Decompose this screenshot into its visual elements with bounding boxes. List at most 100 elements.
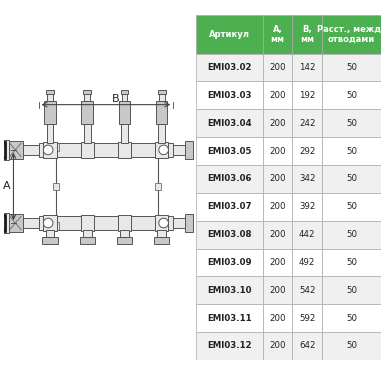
Bar xyxy=(322,109,381,137)
Text: EMI03.12: EMI03.12 xyxy=(207,341,252,351)
Bar xyxy=(196,54,263,82)
Bar xyxy=(322,165,381,193)
Bar xyxy=(47,93,53,101)
Circle shape xyxy=(43,218,53,228)
Bar xyxy=(155,215,169,231)
Bar xyxy=(196,332,263,360)
Bar xyxy=(156,101,167,124)
Text: EMI03.03: EMI03.03 xyxy=(208,91,252,100)
Text: 192: 192 xyxy=(299,91,315,100)
Text: 592: 592 xyxy=(299,313,315,323)
Bar xyxy=(196,165,263,193)
Bar xyxy=(196,304,263,332)
Bar xyxy=(293,54,322,82)
Bar xyxy=(23,218,38,228)
Bar xyxy=(322,137,381,165)
Bar xyxy=(155,143,161,151)
Bar xyxy=(322,15,381,54)
Bar xyxy=(322,82,381,109)
Text: EMI03.06: EMI03.06 xyxy=(208,174,252,183)
Text: 200: 200 xyxy=(270,313,286,323)
Bar xyxy=(84,93,90,101)
Bar xyxy=(293,304,322,332)
Bar xyxy=(38,216,173,230)
Bar xyxy=(293,109,322,137)
Text: 142: 142 xyxy=(299,63,315,72)
Bar xyxy=(196,221,263,249)
Bar xyxy=(155,142,169,158)
Text: EMI03.02: EMI03.02 xyxy=(208,63,252,72)
Text: 292: 292 xyxy=(299,147,315,155)
Text: 200: 200 xyxy=(270,91,286,100)
Bar xyxy=(322,276,381,304)
Bar xyxy=(53,143,59,151)
Bar xyxy=(84,90,91,94)
Circle shape xyxy=(159,218,169,228)
Text: 542: 542 xyxy=(299,286,315,295)
Bar xyxy=(120,230,129,237)
Bar xyxy=(80,237,95,244)
Bar xyxy=(0,214,6,232)
Bar xyxy=(293,332,322,360)
Text: В,
мм: В, мм xyxy=(300,24,314,44)
Bar xyxy=(322,249,381,276)
Text: EMI03.09: EMI03.09 xyxy=(208,258,252,267)
Bar xyxy=(196,82,263,109)
Bar xyxy=(47,124,54,143)
Bar xyxy=(293,221,322,249)
Bar xyxy=(293,165,322,193)
Bar xyxy=(155,222,161,230)
Bar xyxy=(293,276,322,304)
Text: 200: 200 xyxy=(270,341,286,351)
Bar xyxy=(118,215,131,231)
Text: 50: 50 xyxy=(346,119,357,128)
Text: 50: 50 xyxy=(346,341,357,351)
Bar xyxy=(121,90,128,94)
Text: 50: 50 xyxy=(346,230,357,239)
Text: 50: 50 xyxy=(346,147,357,155)
Text: 442: 442 xyxy=(299,230,315,239)
Bar xyxy=(83,230,92,237)
Text: 242: 242 xyxy=(299,119,315,128)
Circle shape xyxy=(43,145,53,155)
Bar xyxy=(121,124,128,143)
Text: Артикул: Артикул xyxy=(209,30,250,39)
Bar xyxy=(322,221,381,249)
Bar xyxy=(38,143,173,157)
Bar xyxy=(84,124,90,143)
Bar xyxy=(263,165,293,193)
Text: 50: 50 xyxy=(346,286,357,295)
Bar xyxy=(0,140,8,160)
Bar xyxy=(263,193,293,221)
Bar xyxy=(322,332,381,360)
Bar xyxy=(154,237,169,244)
Bar xyxy=(173,145,185,155)
Bar xyxy=(43,215,57,231)
Bar xyxy=(263,221,293,249)
Text: Расст., между
отводами: Расст., между отводами xyxy=(317,24,385,44)
Bar xyxy=(196,249,263,276)
Bar xyxy=(0,145,4,155)
Text: 200: 200 xyxy=(270,119,286,128)
Bar xyxy=(185,214,192,232)
Bar xyxy=(42,237,58,244)
Bar xyxy=(322,304,381,332)
Bar xyxy=(293,193,322,221)
Bar xyxy=(0,218,4,228)
Text: A: A xyxy=(3,181,10,191)
Bar xyxy=(185,141,192,158)
Text: 50: 50 xyxy=(346,313,357,323)
Text: EMI03.04: EMI03.04 xyxy=(207,119,252,128)
Bar xyxy=(119,101,130,124)
Bar xyxy=(293,82,322,109)
Bar xyxy=(159,93,165,101)
Bar xyxy=(263,304,293,332)
Bar xyxy=(196,137,263,165)
Text: EMI03.08: EMI03.08 xyxy=(208,230,252,239)
Bar xyxy=(263,15,293,54)
Bar xyxy=(158,90,166,94)
Bar xyxy=(293,249,322,276)
Bar xyxy=(263,82,293,109)
Text: 200: 200 xyxy=(270,174,286,183)
Text: EMI03.05: EMI03.05 xyxy=(208,147,252,155)
